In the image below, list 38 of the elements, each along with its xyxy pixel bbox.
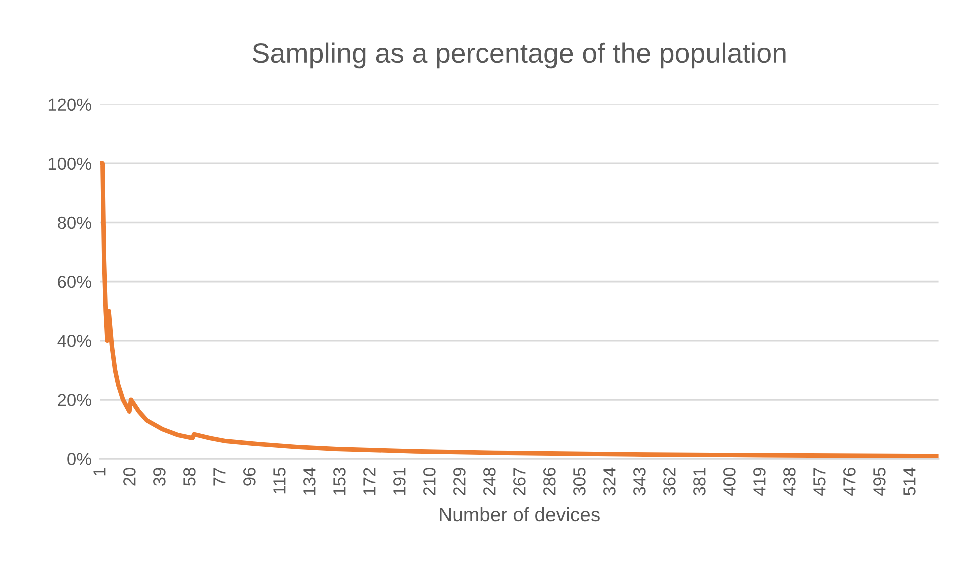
x-tick-label: 153 bbox=[334, 468, 346, 495]
x-tick-label: 20 bbox=[124, 468, 136, 486]
x-tick-label: 248 bbox=[484, 468, 496, 496]
y-tick-label: 0% bbox=[68, 453, 92, 466]
y-tick-label: 60% bbox=[58, 276, 92, 288]
line-series bbox=[100, 161, 939, 459]
y-tick-label: 40% bbox=[58, 335, 92, 348]
x-tick-label: 172 bbox=[364, 468, 376, 495]
x-tick-label: 324 bbox=[604, 468, 616, 496]
x-tick-label: 457 bbox=[814, 468, 826, 496]
x-axis-title: Number of devices bbox=[440, 507, 600, 522]
x-tick-label: 476 bbox=[844, 468, 856, 496]
x-tick-label: 58 bbox=[184, 468, 196, 486]
x-tick-label: 39 bbox=[154, 468, 166, 486]
x-tick-label: 210 bbox=[424, 468, 436, 496]
x-tick-label: 115 bbox=[274, 468, 286, 494]
x-tick-label: 400 bbox=[724, 468, 736, 496]
x-tick-label: 229 bbox=[454, 468, 466, 496]
y-tick-label: 100% bbox=[48, 158, 92, 170]
x-tick-label: 438 bbox=[784, 468, 796, 496]
y-tick-label: 120% bbox=[48, 98, 92, 112]
x-tick-label: 191 bbox=[394, 468, 406, 495]
chart-title: Sampling as a percentage of the population bbox=[252, 42, 786, 69]
y-tick-label: 20% bbox=[58, 394, 92, 406]
x-tick-label: 362 bbox=[664, 468, 676, 496]
x-tick-label: 1 bbox=[94, 468, 106, 476]
x-tick-label: 77 bbox=[214, 468, 226, 486]
x-tick-label: 495 bbox=[874, 468, 886, 496]
y-tick-label: 80% bbox=[58, 216, 92, 230]
x-tick-label: 419 bbox=[754, 468, 766, 496]
x-tick-label: 343 bbox=[634, 468, 646, 496]
x-tick-label: 134 bbox=[304, 468, 316, 495]
x-tick-label: 96 bbox=[244, 468, 256, 486]
x-tick-label: 305 bbox=[574, 468, 586, 496]
x-tick-label: 514 bbox=[904, 468, 916, 496]
x-tick-label: 381 bbox=[694, 468, 706, 496]
x-tick-label: 286 bbox=[544, 468, 556, 496]
x-tick-label: 267 bbox=[514, 468, 526, 496]
